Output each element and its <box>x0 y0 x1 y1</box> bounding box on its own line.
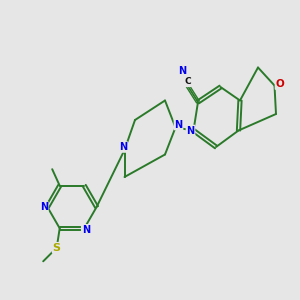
Text: S: S <box>53 243 61 253</box>
Text: O: O <box>275 79 284 89</box>
Text: N: N <box>174 119 183 130</box>
Text: N: N <box>82 225 90 235</box>
Text: N: N <box>40 202 48 212</box>
Text: N: N <box>119 142 127 152</box>
Text: N: N <box>186 125 195 136</box>
Text: N: N <box>178 66 186 76</box>
Text: C: C <box>184 77 191 86</box>
